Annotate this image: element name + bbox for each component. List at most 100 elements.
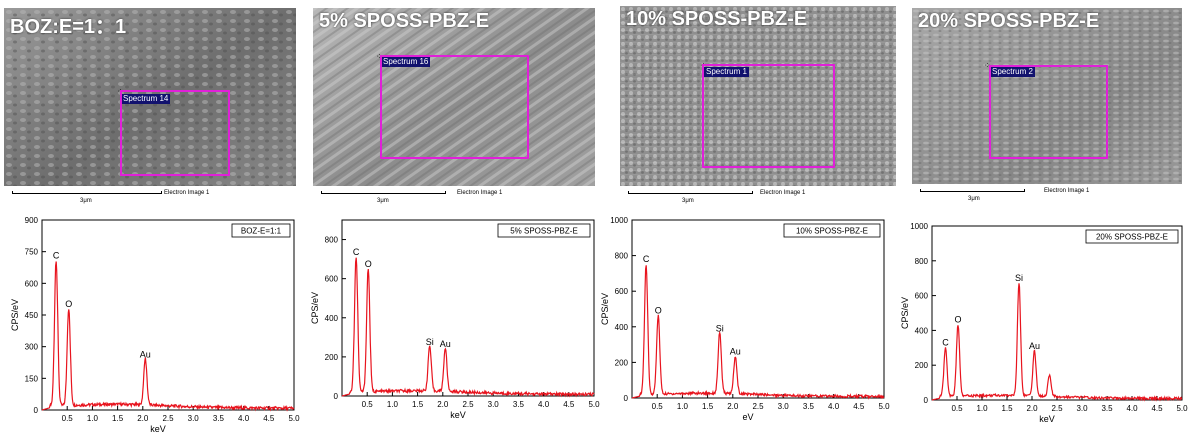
sem-footer: 3μm Electron Image 1 [620,186,896,212]
x-tick-label: 3.0 [778,402,790,411]
sem-footer: 3μm Electron Image 1 [912,184,1182,210]
scale-bar-label: 3μm [377,198,389,204]
y-tick-label: 800 [615,252,629,261]
x-tick-label: 5.0 [588,400,600,409]
legend-label: 20% SPOSS-PBZ-E [1096,233,1168,242]
x-tick-label: 1.5 [412,400,424,409]
sem-image-1: BOZ:E=1：1 ⁘ Spectrum 14 3μm Electron Ima… [4,8,296,212]
y-tick-label: 600 [915,292,929,301]
peak-label-o: O [655,306,662,316]
x-tick-label: 3.5 [213,414,225,423]
peak-label-au: Au [140,350,151,360]
x-tick-label: 4.5 [263,414,275,423]
x-tick-label: 3.0 [1076,404,1088,413]
roi-box [120,90,230,176]
x-tick-label: 2.5 [462,400,474,409]
roi-label: Spectrum 2 [990,67,1035,77]
roi-box [989,65,1108,159]
x-tick-label: 4.0 [828,402,840,411]
scale-bar-label: 3μm [968,196,980,202]
x-axis-title: keV [150,424,166,434]
sem-texture [313,8,595,212]
y-tick-label: 750 [25,248,39,257]
sem-title: 5% SPOSS-PBZ-E [319,10,490,32]
y-tick-label: 200 [325,353,339,362]
y-tick-label: 300 [25,343,39,352]
x-tick-label: 3.0 [488,400,500,409]
y-axis-title: CPS/eV [900,297,910,329]
x-tick-label: 1.5 [112,414,124,423]
y-tick-label: 0 [924,396,929,405]
peak-label-o: O [365,259,372,269]
y-tick-label: 900 [25,216,39,225]
x-tick-label: 4.0 [1126,404,1138,413]
sem-footer: 3μm Electron Image 1 [313,186,595,212]
roi-label: Spectrum 16 [381,57,431,67]
peak-label-au: Au [730,347,741,357]
y-tick-label: 800 [915,257,929,266]
x-tick-label: 3.0 [188,414,200,423]
x-axis-title: keV [450,410,466,420]
scale-bar [920,189,1025,192]
scale-bar [321,191,446,194]
x-tick-label: 3.5 [513,400,525,409]
x-tick-label: 2.0 [1026,404,1038,413]
sem-image-2: 5% SPOSS-PBZ-E ⁘ Spectrum 16 3μm Electro… [313,8,595,212]
roi-marker-icon: ⁘ [984,61,991,70]
peak-label-c: C [53,250,60,260]
peak-label-o: O [65,299,72,309]
eds-spectrum-2: 0 200 400 600 800 0.5 1.0 1.5 2.0 2.5 3.0 3.5 4.0 4.5… [310,219,600,420]
sem-texture [4,8,296,212]
legend-box [231,223,291,238]
y-tick-label: 1000 [610,216,628,225]
y-tick-label: 0 [624,394,629,403]
y-tick-label: 200 [615,358,629,367]
spectrum-line [931,283,1183,402]
x-tick-label: 2.5 [752,402,764,411]
x-tick-label: 4.5 [1151,404,1163,413]
roi-label: Spectrum 14 [121,94,171,104]
electron-image-label: Electron Image 1 [760,190,806,196]
x-tick-label: 4.5 [563,400,575,409]
legend-label: 10% SPOSS-PBZ-E [796,227,868,236]
plot-frame [41,219,295,411]
y-tick-label: 400 [915,326,929,335]
y-tick-label: 800 [325,236,339,245]
peak-label-si: Si [716,323,724,333]
legend-box [783,223,881,238]
x-tick-label: 2.5 [1051,404,1063,413]
spectrum-line [341,257,595,398]
spectrum-line [41,261,295,412]
peak-label-c: C [643,254,650,264]
x-tick-label: 0.5 [652,402,664,411]
peak-label-c: C [353,247,360,257]
scale-bar-label: 3μm [682,198,694,204]
x-tick-label: 1.0 [87,414,99,423]
sem-title: 10% SPOSS-PBZ-E [626,8,808,30]
sem-texture [912,8,1182,210]
sem-title: 20% SPOSS-PBZ-E [918,10,1100,32]
x-tick-label: 3.5 [803,402,815,411]
x-tick-label: 4.0 [538,400,550,409]
y-tick-label: 0 [334,392,339,401]
sem-image-4: 20% SPOSS-PBZ-E ⁘ Spectrum 2 3μm Electro… [912,8,1182,210]
x-tick-label: 3.5 [1101,404,1113,413]
eds-spectrum-4: 0 200 400 600 800 1000 0.5 1.0 1.5 2.0 2.5 3.0 3.5 4.… [900,222,1188,424]
y-tick-label: 600 [615,287,629,296]
peak-label-o: O [954,315,961,325]
peak-label-au: Au [440,339,451,349]
x-tick-label: 2.5 [162,414,174,423]
x-tick-label: 1.0 [976,404,988,413]
electron-image-label: Electron Image 1 [1044,188,1090,194]
legend-label: 5% SPOSS-PBZ-E [510,227,578,236]
legend-label: BOZ-E=1:1 [241,227,282,236]
electron-image-label: Electron Image 1 [164,190,210,196]
scale-bar [628,191,753,194]
x-tick-label: 4.0 [238,414,250,423]
y-axis-title: CPS/eV [600,293,610,325]
x-tick-label: 2.0 [437,400,449,409]
x-axis-title: eV [742,412,753,422]
y-tick-label: 400 [325,314,339,323]
legend-box [497,223,591,238]
sem-footer: 3μm Electron Image 1 [4,186,296,212]
